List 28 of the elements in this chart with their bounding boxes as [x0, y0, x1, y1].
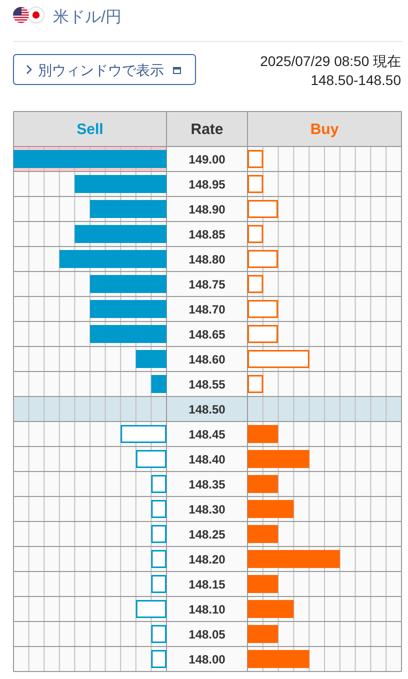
category-label: 148.95 [188, 178, 226, 192]
category-label: 148.70 [188, 302, 226, 316]
category-label: 148.85 [188, 228, 226, 242]
category-label: 148.80 [188, 252, 226, 266]
category-label: 148.40 [188, 452, 226, 466]
button-label: 別ウィンドウで表示 [38, 62, 164, 78]
ylabel: Rate [190, 121, 224, 138]
title: 米ドル/円 [53, 9, 122, 26]
category-label: 148.65 [188, 328, 226, 342]
category-label: 148.05 [188, 628, 226, 642]
category-label: 149.00 [188, 152, 226, 166]
category-label: 148.00 [188, 652, 226, 666]
category-label: 148.50 [188, 402, 226, 416]
subtitle: 2025/07/29 08:50 現在 [260, 53, 401, 69]
category-label: 148.75 [188, 278, 226, 292]
category-label: 148.35 [188, 478, 226, 492]
category-label: 148.55 [188, 378, 226, 392]
category-label: 148.90 [188, 202, 226, 216]
category-label: 148.60 [188, 352, 226, 366]
category-label: 148.45 [188, 428, 226, 442]
series-name: Sell [76, 121, 104, 138]
category-label: 148.10 [188, 602, 226, 616]
category-label: 148.30 [188, 502, 226, 516]
annotation: 148.50-148.50 [310, 72, 401, 88]
category-label: 148.15 [188, 578, 226, 592]
category-label: 148.20 [188, 552, 226, 566]
category-label: 148.25 [188, 528, 226, 542]
series-name: Buy [310, 121, 339, 138]
